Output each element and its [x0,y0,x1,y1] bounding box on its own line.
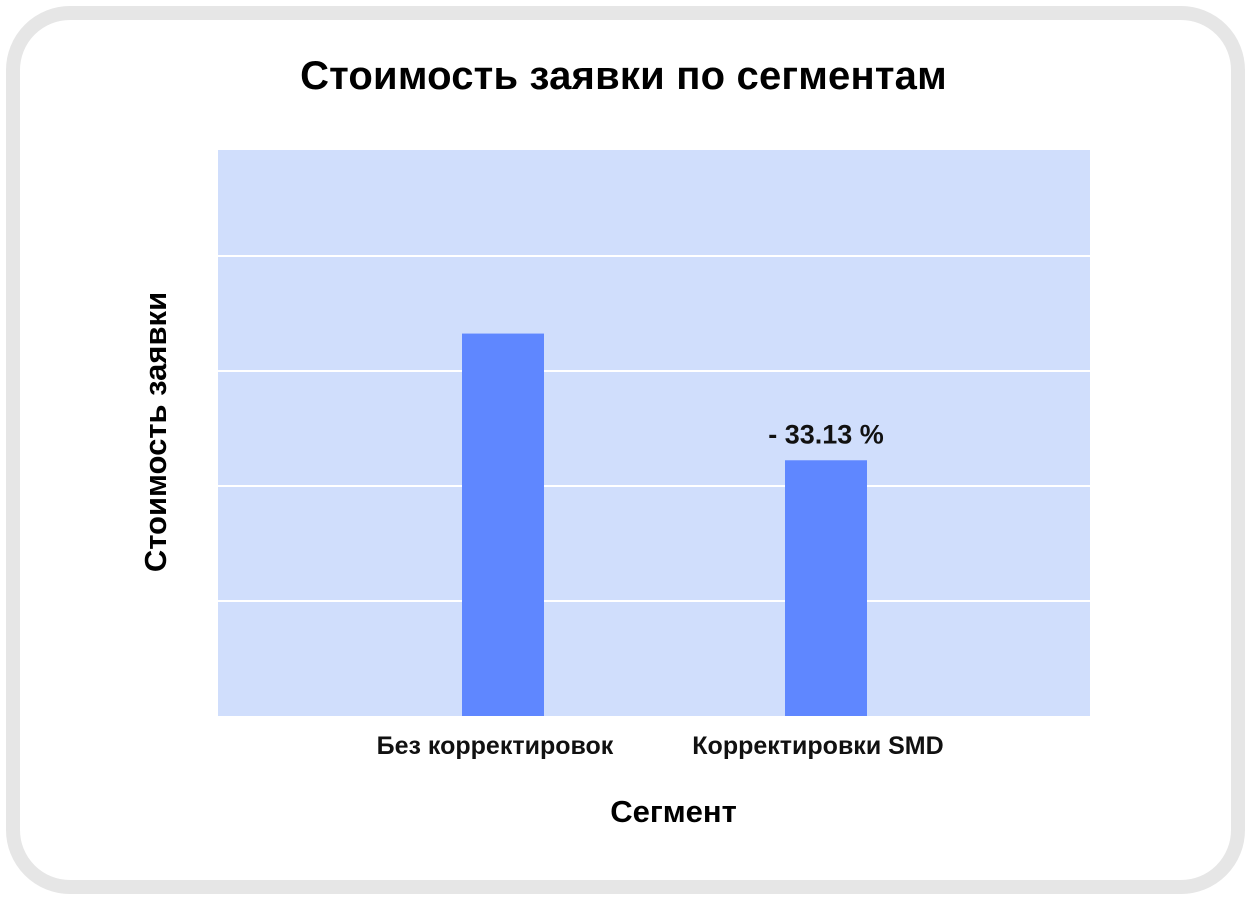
bar-data-label: - 33.13 % [768,419,884,449]
y-axis-title: Стоимость заявки [138,291,173,573]
bar-1 [462,333,544,716]
chart-title: Стоимость заявки по сегментам [300,54,947,98]
x-tick-label: Корректировки SMD [692,732,943,760]
plot-background [218,150,1090,716]
x-tick-label: Без корректировок [377,732,614,760]
x-axis-title: Сегмент [610,794,737,829]
bar-2 [785,460,867,716]
